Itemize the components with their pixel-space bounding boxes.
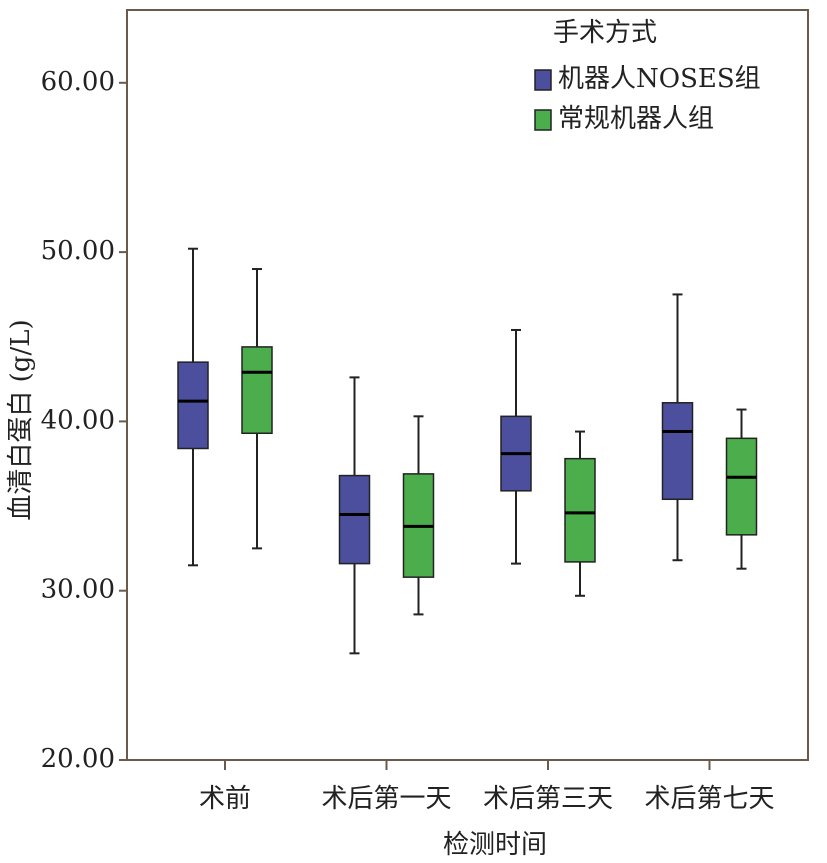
legend-label: 常规机器人组 bbox=[558, 104, 714, 134]
y-tick-label: 60.00 bbox=[41, 67, 115, 97]
y-tick-label: 40.00 bbox=[41, 405, 115, 435]
x-tick-label: 术后第七天 bbox=[644, 784, 774, 814]
plot-frame bbox=[126, 9, 809, 761]
y-tick-label: 50.00 bbox=[41, 236, 115, 266]
x-tick-label: 术后第三天 bbox=[483, 784, 613, 814]
x-axis-title: 检测时间 bbox=[443, 830, 547, 860]
y-tick-label: 20.00 bbox=[41, 744, 115, 774]
legend-title: 手术方式 bbox=[553, 18, 657, 48]
y-tick-label: 30.00 bbox=[41, 575, 115, 605]
legend-swatch bbox=[534, 69, 552, 91]
box bbox=[177, 361, 209, 450]
box bbox=[725, 437, 758, 536]
box bbox=[338, 474, 371, 565]
x-tick-label: 术后第一天 bbox=[321, 784, 451, 814]
box bbox=[564, 457, 596, 563]
legend-label: 机器人NOSES组 bbox=[558, 64, 761, 94]
y-axis-title: 血清白蛋白 (g/L) bbox=[6, 319, 36, 520]
box bbox=[241, 346, 273, 435]
box bbox=[661, 402, 694, 501]
legend-swatch bbox=[534, 109, 552, 131]
x-tick-label: 术前 bbox=[199, 784, 251, 814]
